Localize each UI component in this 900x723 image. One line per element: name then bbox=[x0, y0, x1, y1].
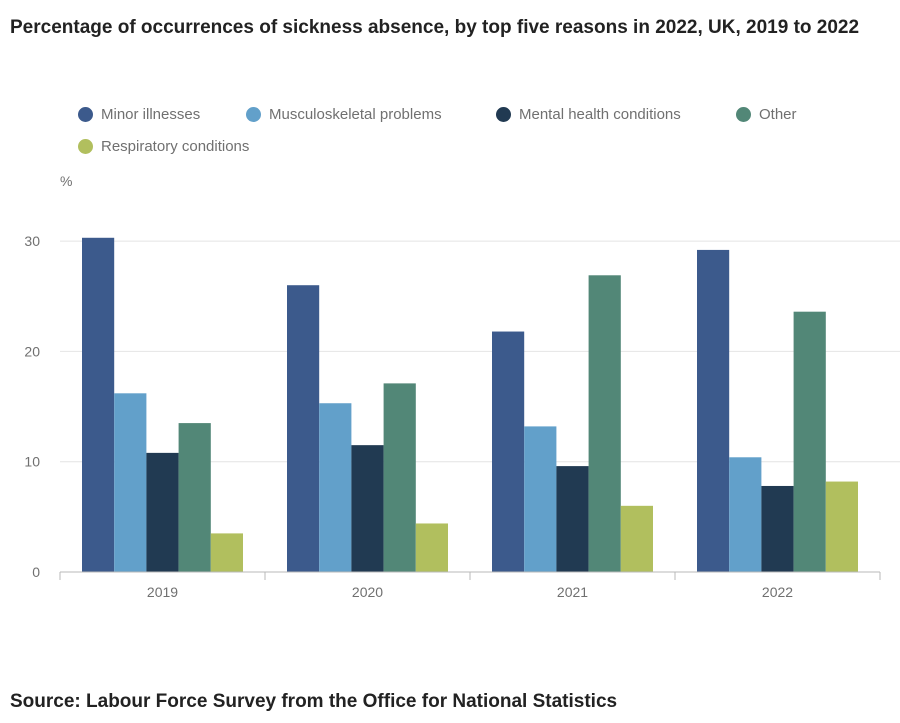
y-axis-unit-label: % bbox=[60, 173, 73, 189]
legend-swatch bbox=[78, 106, 93, 122]
legend-label: Respiratory conditions bbox=[101, 137, 250, 155]
y-tick-label: 10 bbox=[24, 454, 40, 470]
bar-other-2019[interactable]: Other, 2019: 13.5% bbox=[178, 423, 211, 572]
legend-item-musculoskeletal-problems[interactable]: Musculoskeletal problems bbox=[246, 100, 442, 128]
y-tick-label: 20 bbox=[24, 343, 40, 359]
legend-label: Musculoskeletal problems bbox=[269, 105, 442, 123]
legend-label: Mental health conditions bbox=[519, 105, 681, 123]
x-tick-label: 2019 bbox=[147, 584, 178, 600]
x-tick-label: 2022 bbox=[762, 584, 793, 600]
legend-swatch bbox=[246, 106, 261, 122]
legend-swatch bbox=[496, 106, 511, 122]
legend-item-other[interactable]: Other bbox=[736, 100, 797, 128]
x-axis: 2019 2020 2021 2022 bbox=[59, 571, 881, 600]
legend-label: Other bbox=[759, 105, 797, 123]
bar-respiratory-conditions-2022[interactable]: Respiratory conditions, 2022: 8.2% bbox=[825, 481, 858, 572]
bar-other-2022[interactable]: Other, 2022: 23.6% bbox=[793, 311, 826, 572]
bar-mental-health-conditions-2020[interactable]: Mental health conditions, 2020: 11.5% bbox=[351, 445, 384, 572]
bar-mental-health-conditions-2019[interactable]: Mental health conditions, 2019: 10.8% bbox=[146, 452, 179, 572]
legend-swatch bbox=[78, 138, 93, 154]
bar-minor-illnesses-2021[interactable]: Minor illnesses, 2021: 21.8% bbox=[492, 331, 525, 572]
x-tick-label: 2021 bbox=[557, 584, 588, 600]
bar-mental-health-conditions-2021[interactable]: Mental health conditions, 2021: 9.6% bbox=[556, 466, 589, 572]
legend-item-respiratory-conditions[interactable]: Respiratory conditions bbox=[78, 132, 249, 160]
bar-other-2021[interactable]: Other, 2021: 26.9% bbox=[588, 275, 621, 572]
legend-swatch bbox=[736, 106, 751, 122]
bar-minor-illnesses-2019[interactable]: Minor illnesses, 2019: 30.3% bbox=[82, 237, 115, 573]
legend-item-minor-illnesses[interactable]: Minor illnesses bbox=[78, 100, 200, 128]
legend-item-mental-health-conditions[interactable]: Mental health conditions bbox=[496, 100, 681, 128]
chart-title: Percentage of occurrences of sickness ab… bbox=[10, 17, 860, 38]
y-tick-label: 30 bbox=[24, 233, 40, 249]
y-axis-ticks: 0 10 20 30 bbox=[24, 233, 40, 580]
bar-minor-illnesses-2022[interactable]: Minor illnesses, 2022: 29.2% bbox=[697, 249, 730, 572]
bars: Minor illnesses, 2019: 30.3%Musculoskele… bbox=[82, 237, 858, 573]
bar-musculoskeletal-problems-2020[interactable]: Musculoskeletal problems, 2020: 15.3% bbox=[319, 403, 352, 572]
source-note: Source: Labour Force Survey from the Off… bbox=[10, 691, 618, 712]
bar-musculoskeletal-problems-2022[interactable]: Musculoskeletal problems, 2022: 10.4% bbox=[729, 457, 762, 572]
bar-respiratory-conditions-2019[interactable]: Respiratory conditions, 2019: 3.5% bbox=[210, 533, 243, 572]
bar-minor-illnesses-2020[interactable]: Minor illnesses, 2020: 26% bbox=[287, 285, 320, 572]
bar-other-2020[interactable]: Other, 2020: 17.1% bbox=[383, 383, 416, 572]
bar-respiratory-conditions-2021[interactable]: Respiratory conditions, 2021: 6% bbox=[620, 505, 653, 572]
legend-label: Minor illnesses bbox=[101, 105, 201, 123]
y-tick-label: 0 bbox=[32, 564, 40, 580]
x-tick-label: 2020 bbox=[352, 584, 383, 600]
bar-respiratory-conditions-2020[interactable]: Respiratory conditions, 2020: 4.4% bbox=[415, 523, 448, 572]
bar-musculoskeletal-problems-2021[interactable]: Musculoskeletal problems, 2021: 13.2% bbox=[524, 426, 557, 572]
bar-musculoskeletal-problems-2019[interactable]: Musculoskeletal problems, 2019: 16.2% bbox=[114, 393, 147, 572]
bar-mental-health-conditions-2022[interactable]: Mental health conditions, 2022: 7.8% bbox=[761, 485, 794, 572]
